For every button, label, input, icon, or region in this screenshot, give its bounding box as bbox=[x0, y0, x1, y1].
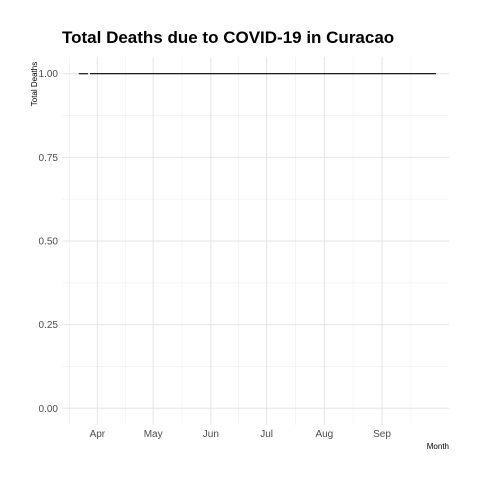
y-tick-label: 1.00 bbox=[39, 69, 59, 80]
y-tick-label: 0.00 bbox=[39, 404, 59, 415]
grid bbox=[62, 57, 449, 425]
y-axis-ticks: 0.00 0.25 0.50 0.75 1.00 bbox=[39, 69, 59, 415]
x-tick-label: Aug bbox=[315, 429, 333, 440]
x-axis-ticks: Apr May Jun Jul Aug Sep bbox=[90, 429, 392, 440]
x-tick-label: Jun bbox=[203, 429, 219, 440]
y-tick-label: 0.50 bbox=[39, 237, 59, 248]
x-tick-label: Jul bbox=[260, 429, 273, 440]
x-axis-label: Month bbox=[427, 442, 449, 451]
x-tick-label: Apr bbox=[90, 429, 106, 440]
y-axis-label: Total Deaths bbox=[30, 62, 39, 106]
y-tick-label: 0.25 bbox=[39, 320, 59, 331]
y-tick-label: 0.75 bbox=[39, 153, 59, 164]
chart-title: Total Deaths due to COVID-19 in Curacao bbox=[62, 28, 394, 47]
x-tick-label: May bbox=[144, 429, 163, 440]
x-tick-label: Sep bbox=[373, 429, 391, 440]
